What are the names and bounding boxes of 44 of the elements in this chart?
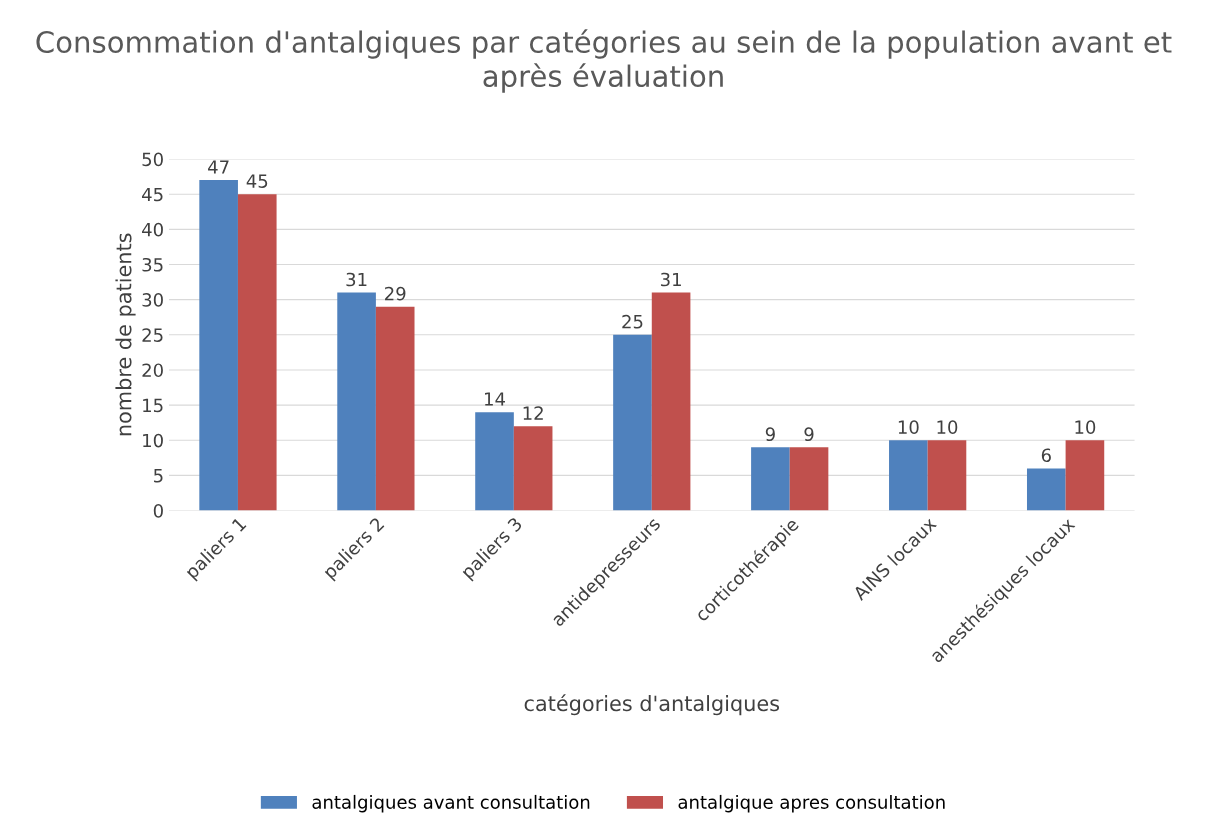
- bar: [199, 180, 238, 511]
- legend-label: antalgique apres consultation: [678, 794, 945, 813]
- y-tick-label: 35: [142, 257, 163, 272]
- y-tick-label: 15: [143, 398, 163, 413]
- y-tick-label: 40: [142, 222, 163, 237]
- y-tick-label: 5: [154, 469, 163, 483]
- x-axis-title: catégories d'antalgiques: [524, 694, 780, 716]
- data-label: 31: [660, 272, 681, 287]
- bar: [789, 447, 829, 511]
- data-label: 12: [523, 406, 543, 420]
- data-label: 9: [804, 427, 814, 442]
- data-label: 31: [346, 272, 367, 287]
- bar: [237, 194, 277, 511]
- y-tick-label: 0: [153, 504, 163, 518]
- y-tick-label: 45: [142, 187, 163, 202]
- data-label: 45: [246, 174, 268, 188]
- y-tick-label: 50: [142, 152, 163, 167]
- data-label: 10: [1075, 420, 1096, 434]
- legend-label: antalgiques avant consultation: [312, 794, 590, 813]
- y-tick-label: 10: [143, 433, 163, 448]
- bar: [751, 447, 790, 511]
- data-label: 9: [765, 427, 775, 442]
- bar: [651, 292, 691, 511]
- y-tick-label: 20: [142, 363, 163, 378]
- bar: [375, 306, 415, 511]
- bar: [1026, 468, 1066, 511]
- data-label: 10: [898, 420, 919, 434]
- data-label: 25: [622, 314, 643, 329]
- bar: [889, 440, 928, 511]
- data-label: 47: [208, 160, 229, 174]
- bar: [475, 412, 514, 511]
- data-label: 29: [385, 286, 406, 301]
- chart-title: Consommation d'antalgiques par catégories au sein de la population avant et après évaluation: [36, 29, 1172, 93]
- bar: [927, 440, 967, 511]
- bar: [513, 426, 553, 511]
- data-label: 10: [937, 420, 958, 434]
- y-axis-title: nombre de patients: [115, 233, 136, 436]
- y-tick-label: 30: [142, 293, 163, 307]
- bar: [1065, 440, 1105, 511]
- y-tick-label: 25: [142, 328, 163, 342]
- bar: [337, 292, 376, 511]
- data-label: 6: [1041, 448, 1051, 463]
- bar: [613, 334, 652, 511]
- data-label: 14: [485, 392, 505, 406]
